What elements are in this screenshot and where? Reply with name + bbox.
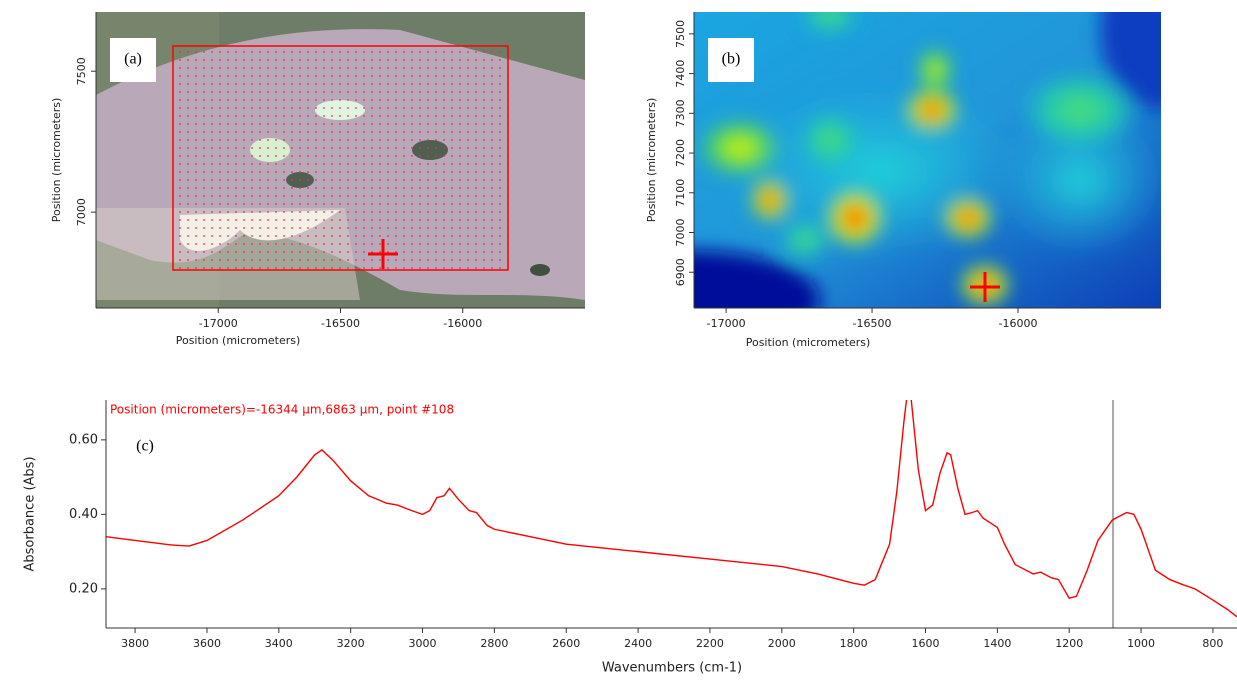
- x-tick-label: -17000: [199, 317, 238, 330]
- x-tick-label: 1200: [1055, 637, 1083, 650]
- x-tick-label: 1000: [1127, 637, 1155, 650]
- x-tick-label: 3800: [121, 637, 149, 650]
- sample-grid: [173, 46, 508, 270]
- x-tick-label: -17000: [707, 317, 746, 330]
- y-tick-label: 7100: [674, 179, 687, 207]
- x-tick-label: 2200: [696, 637, 724, 650]
- x-tick-label: 3600: [193, 637, 221, 650]
- x-tick-label: -16500: [853, 317, 892, 330]
- x-tick-label: 800: [1202, 637, 1223, 650]
- map-intensity: [694, 12, 1161, 308]
- x-tick-label: -16500: [321, 317, 360, 330]
- annotation-box: [110, 38, 156, 82]
- y-tick-label: 7500: [674, 20, 687, 48]
- y-tick-label: 7300: [674, 99, 687, 127]
- map-region: [172, 45, 509, 271]
- y-tick-label: 7000: [674, 219, 687, 247]
- y-tick-label: 7400: [674, 60, 687, 88]
- panel-a: [96, 12, 585, 308]
- y-tick-label: 0.20: [69, 581, 98, 596]
- y-tick-label: 6900: [674, 258, 687, 286]
- x-tick-label: 3400: [265, 637, 293, 650]
- x-tick-label: 3000: [409, 637, 437, 650]
- y-axis-label: Position (micrometers): [645, 98, 658, 223]
- x-tick-label: 1400: [983, 637, 1011, 650]
- annotation-box: [708, 38, 754, 82]
- panel-annotation: (b): [722, 51, 741, 68]
- panel-b: [694, 12, 1161, 308]
- x-tick-label: 2600: [552, 637, 580, 650]
- y-axis-label: Position (micrometers): [50, 98, 63, 223]
- chart-title: Position (micrometers)=-16344 µm,6863 µm…: [110, 403, 454, 417]
- x-axis-label: Position (micrometers): [176, 334, 301, 347]
- y-tick-label: 0.40: [69, 507, 98, 522]
- x-tick-label: 3200: [337, 637, 365, 650]
- x-tick-label: -16000: [998, 317, 1037, 330]
- spectrum-line: [106, 400, 1237, 618]
- x-tick-label: 1800: [840, 637, 868, 650]
- x-axis-label: Wavenumbers (cm-1): [602, 661, 742, 676]
- y-tick-label: 7500: [75, 57, 88, 85]
- x-tick-label: 2400: [624, 637, 652, 650]
- y-tick-label: 7000: [75, 198, 88, 226]
- y-axis-label: Absorbance (Abs): [23, 456, 38, 571]
- y-tick-label: 0.60: [69, 432, 98, 447]
- x-tick-label: 2800: [480, 637, 508, 650]
- x-tick-label: -16000: [443, 317, 482, 330]
- dark-spot: [530, 264, 550, 276]
- panel-annotation: (c): [136, 438, 154, 455]
- x-axis-label: Position (micrometers): [746, 336, 871, 349]
- x-tick-label: 2000: [768, 637, 796, 650]
- position-cross: [970, 272, 1000, 302]
- panel-annotation: (a): [124, 51, 142, 68]
- x-tick-label: 1600: [912, 637, 940, 650]
- y-tick-label: 7200: [674, 139, 687, 167]
- position-cross: [368, 239, 398, 269]
